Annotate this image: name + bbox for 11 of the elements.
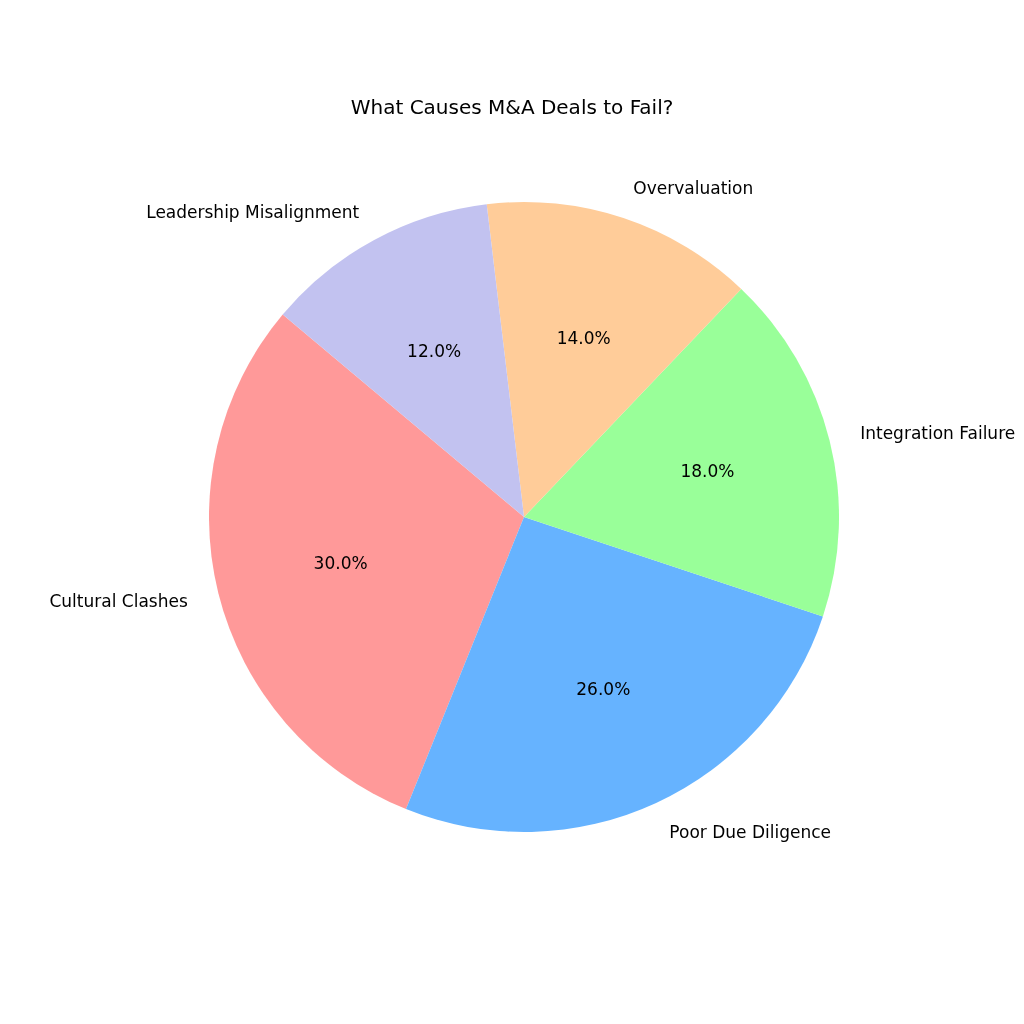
slice-label: Leadership Misalignment [146, 202, 360, 223]
chart-title: What Causes M&A Deals to Fail? [350, 95, 674, 119]
slice-label: Cultural Clashes [49, 590, 188, 611]
data-label: 18.0% [680, 461, 735, 482]
data-label: 30.0% [313, 552, 368, 573]
slice-label: Overvaluation [633, 178, 754, 199]
data-label: 12.0% [407, 340, 462, 361]
data-label: 26.0% [576, 678, 631, 699]
slice-label: Poor Due Diligence [669, 821, 832, 842]
slice-label: Integration Failure [860, 423, 1016, 444]
data-label: 14.0% [556, 327, 611, 348]
